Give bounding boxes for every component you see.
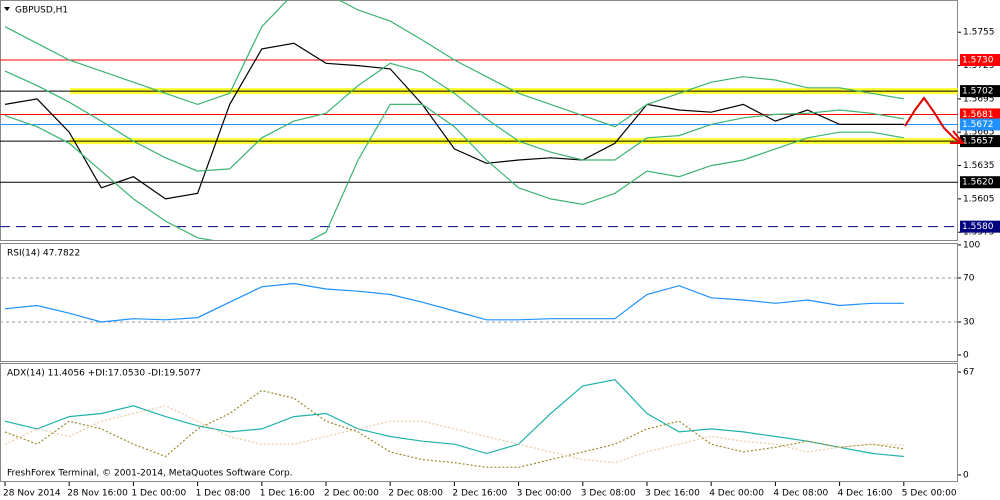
rsi-pane <box>0 243 958 362</box>
level-label: 1.5620 <box>962 178 994 188</box>
y-tick-label: 0 <box>963 470 969 480</box>
x-tick-label: 1 Dec 00:00 <box>131 489 186 499</box>
y-tick-label: 67 <box>963 368 974 378</box>
x-tick-label: 2 Dec 00:00 <box>324 489 379 499</box>
price-pane <box>0 0 958 241</box>
level-label: 1.5580 <box>962 222 994 232</box>
rsi-title: RSI(14) 47.7822 <box>7 249 80 259</box>
y-tick-label: 1.5755 <box>963 28 995 38</box>
pane-plot <box>4 379 904 468</box>
level-label: 1.5702 <box>962 87 994 97</box>
y-tick-label: 30 <box>963 317 975 327</box>
series-line <box>4 103 904 240</box>
x-tick-label: 2 Dec 08:00 <box>388 489 443 499</box>
series-line <box>4 0 904 128</box>
x-tick-label: 1 Dec 08:00 <box>196 489 251 499</box>
y-tick-label: 70 <box>963 273 975 283</box>
drawn-arrow-head <box>950 130 966 144</box>
level-label-box <box>960 54 1000 66</box>
level-label-box <box>960 118 1000 131</box>
y-tick-label: 1.5635 <box>963 161 995 171</box>
pane-plot <box>0 277 958 323</box>
x-tick-label: 28 Nov 2014 <box>3 489 61 499</box>
y-tick-label: 100 <box>963 240 980 250</box>
level-label: 1.5681 <box>962 110 994 120</box>
x-tick-label: 2 Dec 16:00 <box>452 489 507 499</box>
menu-arrow <box>4 7 10 11</box>
level-label: 1.5730 <box>962 56 994 66</box>
y-tick-label: 1.5575 <box>963 228 995 238</box>
adx-title: ADX(14) 11.4056 +DI:17.0530 -DI:19.5077 <box>7 369 201 379</box>
level-label-box <box>960 135 1000 148</box>
level-label-box <box>960 108 1000 121</box>
series-line <box>4 62 904 172</box>
adx-pane <box>0 363 958 482</box>
x-tick-label: 3 Dec 08:00 <box>581 489 636 499</box>
x-tick-label: 4 Dec 08:00 <box>773 489 828 499</box>
footer: FreshForex Terminal, © 2001-2014, MetaQu… <box>7 469 293 479</box>
y-tick-label: 1.5695 <box>963 94 995 104</box>
series-line <box>4 389 904 468</box>
drawn-arrow <box>904 96 963 144</box>
series-line <box>4 405 904 464</box>
chart-title: GBPUSD,H1 <box>15 6 68 16</box>
x-tick-label: 4 Dec 00:00 <box>709 489 764 499</box>
y-tick-label: 1.5665 <box>963 128 995 138</box>
x-tick-label: 5 Dec 00:00 <box>902 489 957 499</box>
level-label-box <box>960 176 1000 189</box>
x-tick-label: 28 Nov 16:00 <box>67 489 128 499</box>
series-line <box>4 379 904 458</box>
series-line <box>4 282 904 323</box>
y-tick-label: 1.5725 <box>963 61 995 71</box>
pane-plot <box>0 0 958 240</box>
series-line <box>4 42 904 200</box>
x-tick-label: 3 Dec 16:00 <box>645 489 700 499</box>
x-tick-label: 1 Dec 16:00 <box>260 489 315 499</box>
y-tick-label: 1.5605 <box>963 194 995 204</box>
x-tick-label: 4 Dec 16:00 <box>838 489 893 499</box>
level-label-box <box>960 85 1000 98</box>
level-label: 1.5657 <box>962 137 994 147</box>
y-tick-label: 0 <box>963 350 969 360</box>
x-tick-label: 3 Dec 00:00 <box>517 489 572 499</box>
level-label: 1.5672 <box>962 120 994 130</box>
level-label-box <box>960 220 1000 233</box>
